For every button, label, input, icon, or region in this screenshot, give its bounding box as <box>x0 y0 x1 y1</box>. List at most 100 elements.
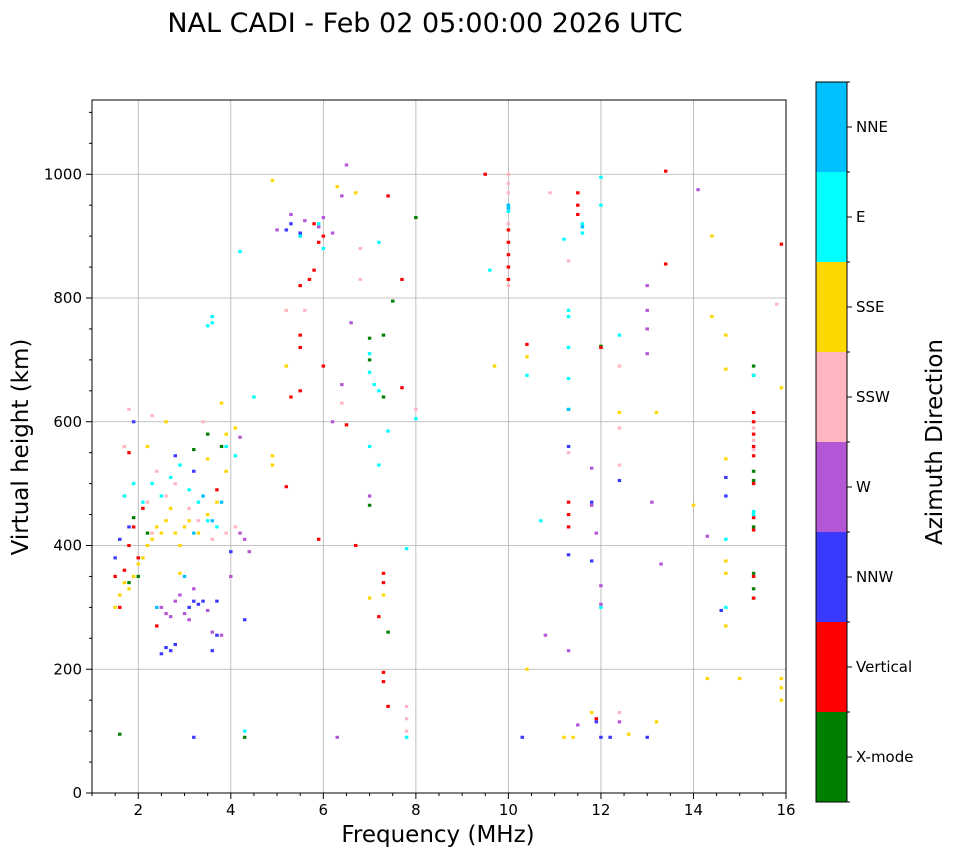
data-point <box>751 571 756 575</box>
data-point <box>566 259 571 263</box>
data-point <box>122 581 127 585</box>
data-point <box>270 454 275 458</box>
data-point <box>654 720 659 724</box>
data-point <box>118 537 122 541</box>
data-point <box>316 240 321 244</box>
data-point <box>187 488 191 492</box>
data-point <box>210 630 215 634</box>
data-point <box>751 509 756 514</box>
colorbar-segment <box>816 532 847 622</box>
series-sse <box>113 178 784 739</box>
colorbar-tick-label: NNW <box>856 568 893 586</box>
data-point <box>367 370 372 374</box>
data-point <box>205 324 210 328</box>
data-point <box>219 633 224 637</box>
data-point <box>284 485 289 489</box>
colorbar-segment <box>816 352 847 442</box>
data-point <box>330 231 335 235</box>
data-point <box>312 222 316 226</box>
data-point <box>367 352 372 356</box>
data-point <box>367 494 372 498</box>
x-tick-label: 6 <box>319 801 329 819</box>
data-point <box>113 556 117 560</box>
data-point <box>192 587 196 591</box>
data-point <box>386 630 390 634</box>
series-nnw <box>113 222 728 739</box>
data-point <box>367 358 372 362</box>
data-point <box>155 469 159 473</box>
data-point <box>520 735 525 739</box>
data-point <box>751 448 756 452</box>
data-point <box>779 242 784 246</box>
data-point <box>215 488 219 492</box>
data-point <box>414 216 418 220</box>
data-point <box>377 240 381 244</box>
colorbar-tick-label: X-mode <box>856 748 913 766</box>
data-point <box>150 414 154 418</box>
data-point <box>127 587 131 591</box>
data-point <box>617 711 622 715</box>
data-point <box>566 444 571 449</box>
data-point <box>525 667 529 671</box>
data-point <box>210 649 215 653</box>
data-point <box>229 550 233 554</box>
data-point <box>118 593 122 597</box>
data-point <box>719 608 723 613</box>
data-point <box>696 188 700 192</box>
data-point <box>404 735 409 739</box>
data-point <box>751 513 756 517</box>
colorbar-label: Azimuth Direction <box>922 339 948 545</box>
data-point <box>571 735 575 739</box>
data-point <box>353 543 358 548</box>
data-point <box>303 308 307 312</box>
data-point <box>650 500 654 504</box>
data-point <box>284 228 289 232</box>
data-point <box>506 206 511 210</box>
colorbar-tick-label: NNE <box>856 118 888 136</box>
data-point <box>751 373 756 377</box>
data-point <box>205 457 210 461</box>
data-point <box>377 463 381 467</box>
data-point <box>599 203 603 207</box>
data-point <box>390 299 395 303</box>
data-point <box>192 599 196 603</box>
data-point <box>626 732 631 736</box>
data-point <box>548 191 552 195</box>
data-point <box>483 172 488 176</box>
data-point <box>321 364 326 368</box>
data-point <box>492 364 497 368</box>
data-point <box>751 574 756 578</box>
data-point <box>201 494 205 498</box>
y-tick-label: 1000 <box>44 165 82 183</box>
data-point <box>201 599 205 603</box>
data-point <box>127 543 131 548</box>
data-point <box>566 513 571 517</box>
data-point <box>779 686 784 690</box>
series-ssw <box>122 172 779 733</box>
data-point <box>525 355 529 359</box>
data-point <box>168 615 173 619</box>
data-point <box>404 704 409 708</box>
data-point <box>187 618 191 622</box>
data-point <box>506 253 511 257</box>
data-point <box>566 525 571 529</box>
data-point <box>506 240 511 244</box>
colorbar: X-mode Vertical NNW W SSW SSE E NNE <box>815 81 913 803</box>
data-point <box>159 605 164 609</box>
y-tick-label: 600 <box>53 413 82 431</box>
data-point <box>381 670 386 674</box>
data-point <box>145 500 150 504</box>
data-point <box>196 500 201 504</box>
data-point <box>506 209 511 213</box>
data-point <box>566 500 571 504</box>
data-point <box>215 500 219 504</box>
series-w <box>159 163 710 739</box>
y-tick-label: 800 <box>53 289 82 307</box>
data-point <box>599 605 603 609</box>
data-point <box>168 649 173 653</box>
data-point <box>155 624 159 628</box>
data-point <box>252 395 256 399</box>
data-point <box>775 302 779 306</box>
data-point <box>159 652 164 656</box>
data-point <box>367 444 372 449</box>
